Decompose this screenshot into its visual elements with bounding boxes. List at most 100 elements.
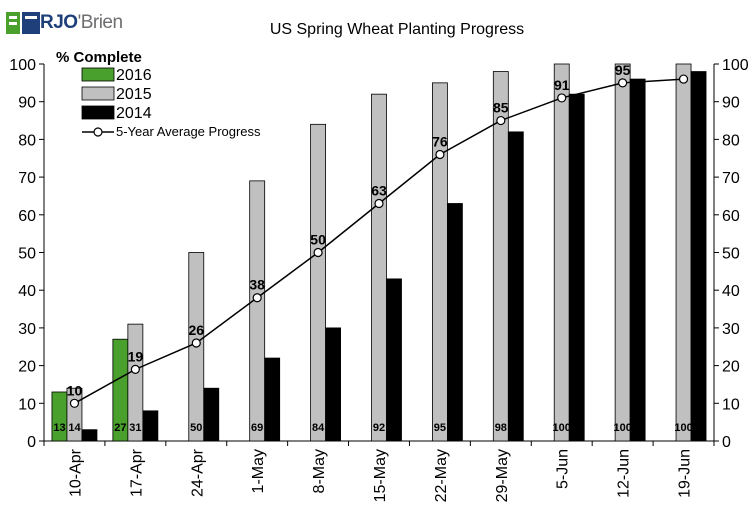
y-tick-label-left: 100	[9, 57, 36, 74]
bar-2014	[203, 387, 220, 442]
x-tick-label: 12-Jun	[616, 449, 633, 498]
line-point-5-year-average	[557, 93, 567, 103]
y-tick-label-left: 20	[18, 359, 36, 376]
line-data-label: 91	[554, 77, 570, 93]
bar-data-label-2015: 100	[674, 422, 692, 434]
bar-2015	[675, 63, 692, 442]
bar-2015	[127, 323, 144, 442]
bar-2014	[690, 71, 707, 442]
bar-2015	[492, 71, 509, 442]
y-tick-label-left: 70	[18, 170, 36, 187]
y-tick-label-right: 50	[722, 246, 740, 263]
y-tick-label-right: 0	[722, 434, 731, 451]
line-data-label: 50	[310, 232, 326, 248]
y-tick-label-left: 90	[18, 95, 36, 112]
legend-label: 2014	[116, 105, 152, 122]
y-tick-label-right: 20	[722, 359, 740, 376]
bar-2015	[614, 63, 631, 442]
x-tick-label: 15-May	[372, 449, 389, 502]
bar-data-label-2015: 50	[190, 422, 202, 434]
x-tick-label: 24-Apr	[189, 448, 206, 497]
bar-2015	[249, 180, 266, 442]
bar-data-label-2015: 84	[312, 422, 325, 434]
line-point-5-year-average	[678, 74, 689, 84]
plot-area: 0 0 10 10 20 20 30 30 40 40 50 50 60 60 70 70 80 80 90 90 10…	[9, 57, 749, 502]
line-point-5-year-average	[374, 198, 384, 209]
y-tick-label-left: 50	[18, 246, 36, 263]
x-tick-label: 5-Jun	[555, 449, 572, 489]
y-tick-label-right: 30	[722, 321, 740, 338]
bar-data-label-2015: 100	[613, 422, 631, 434]
line-data-label: 10	[67, 382, 83, 398]
line-point-5-year-average	[69, 398, 80, 408]
y-tick-label-left: 80	[18, 132, 36, 149]
line-point-5-year-average	[191, 338, 201, 348]
y-tick-label-left: 10	[18, 396, 36, 413]
y-tick-label-right: 40	[722, 283, 740, 300]
line-point-5-year-average	[313, 247, 323, 258]
bar-data-label-2015: 14	[68, 422, 81, 434]
y-tick-label-left: 60	[18, 208, 36, 225]
x-tick-label: 8-May	[311, 449, 328, 493]
y-tick-label-right: 80	[722, 132, 740, 149]
x-tick-label: 17-Apr	[128, 448, 145, 497]
line-point-5-year-average	[618, 78, 628, 88]
bar-data-label-2016: 27	[114, 422, 126, 434]
y-tick-label-right: 90	[722, 95, 740, 112]
bar-2014	[447, 203, 463, 442]
line-data-label: 19	[128, 348, 144, 364]
line-data-label: 26	[188, 322, 204, 338]
bar-data-label-2015: 95	[434, 422, 446, 434]
x-tick-label: 1-May	[250, 449, 267, 493]
bar-2014	[386, 278, 402, 442]
bar-2014	[507, 131, 524, 442]
y-tick-label-left: 40	[18, 283, 36, 300]
y-tick-label-right: 100	[722, 57, 749, 74]
brand-logo: RJO'Brien	[6, 10, 123, 36]
x-tick-label: 10-Apr	[67, 448, 84, 497]
legend-label: 2015	[116, 86, 152, 103]
logo-mark-icon	[6, 12, 40, 34]
bar-data-label-2015: 69	[251, 422, 263, 434]
bar-data-label-2015: 31	[129, 422, 141, 434]
bar-data-label-2015: 100	[553, 422, 571, 434]
legend-swatch-2015	[81, 86, 115, 101]
bar-2014	[142, 410, 159, 442]
chart-title: US Spring Wheat Planting Progress	[270, 21, 524, 38]
line-data-label: 76	[432, 133, 448, 149]
y-tick-label-right: 70	[722, 170, 740, 187]
line-data-label: 38	[249, 277, 265, 293]
bar-2015	[553, 63, 570, 442]
line-data-label: 85	[493, 100, 509, 116]
line-point-5-year-average	[252, 293, 262, 303]
legend-swatch-marker	[93, 127, 103, 137]
bar-2014	[81, 429, 98, 442]
bar-2015	[310, 123, 326, 442]
bar-2014	[568, 93, 585, 442]
legend: 2016 2015 2014 5-Year Average Progress	[81, 67, 261, 139]
x-tick-label: 29-May	[494, 449, 511, 502]
y-tick-label-right: 60	[722, 208, 740, 225]
y-axis-label: % Complete	[56, 49, 142, 66]
legend-swatch-2014	[81, 105, 115, 120]
bar-2014	[629, 78, 646, 442]
logo-text-brien: 'Brien	[77, 12, 123, 33]
line-point-5-year-average	[435, 149, 445, 160]
legend-label: 5-Year Average Progress	[116, 124, 261, 139]
logo-text: RJO'Brien	[40, 12, 123, 34]
bar-2015	[371, 93, 387, 442]
bar-data-label-2016: 13	[53, 422, 65, 434]
line-point-5-year-average	[496, 115, 506, 126]
line-data-label: 63	[371, 182, 387, 198]
line-data-label: 95	[615, 62, 631, 78]
bar-data-label-2015: 92	[373, 422, 385, 434]
bar-2014	[325, 327, 341, 442]
bar-data-label-2015: 98	[495, 422, 507, 434]
y-tick-label-left: 30	[18, 321, 36, 338]
x-tick-label: 22-May	[433, 449, 450, 502]
logo-text-rjo: RJO	[40, 12, 78, 33]
bar-2014	[264, 357, 281, 442]
y-tick-label-right: 10	[722, 396, 740, 413]
line-point-5-year-average	[130, 364, 140, 374]
